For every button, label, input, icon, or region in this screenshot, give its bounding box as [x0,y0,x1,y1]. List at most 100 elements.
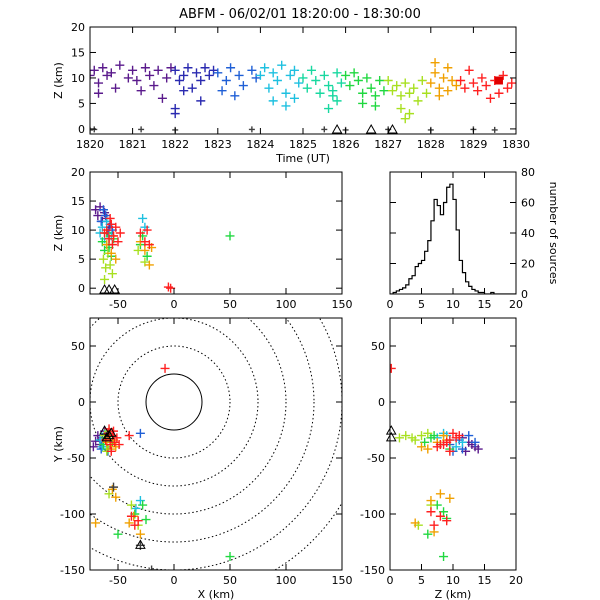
data-point [109,482,119,492]
station-marker [135,539,146,549]
data-point [107,269,117,279]
data-point [507,78,516,88]
data-point [138,213,148,223]
x-axis-label: Z (km) [435,588,472,600]
station-marker [103,283,115,294]
data-point [111,222,121,232]
data-point [136,86,146,96]
data-point [264,83,274,93]
data-point [107,240,117,250]
data-point [142,251,152,261]
data-point [196,76,206,85]
data-point [370,91,380,101]
data-point [400,114,410,124]
station-marker [103,429,115,440]
data-point [423,529,433,539]
data-point [332,96,342,106]
data-point [390,363,396,373]
data-point [396,104,406,114]
data-point [157,93,167,103]
y-tick-label: -150 [360,564,385,577]
data-point [311,76,321,85]
data-point [141,515,151,525]
y-tick-label: -150 [60,564,85,577]
data-point [442,437,452,447]
data-point [302,83,312,93]
data-point [443,86,453,96]
data-point [204,70,214,80]
y-tick-label: 50 [371,340,385,353]
data-point [90,65,99,75]
data-point [128,65,138,75]
data-point [124,431,134,441]
data-point [413,96,423,106]
data-point [417,431,426,441]
data-point [468,78,478,88]
data-point [332,68,342,78]
data-point [225,231,235,241]
x-tick-label: 0 [171,298,178,311]
data-point [217,86,227,96]
plot-frame [89,317,343,571]
plot-area [90,58,516,133]
data-point [434,83,444,93]
x-tick-label: 150 [332,574,353,587]
data-point [353,76,363,85]
data-point [105,260,115,270]
data-point [255,70,265,80]
data-point [498,70,508,80]
data-point [409,83,419,93]
data-point [138,126,145,133]
x-tick-label: 15 [478,574,492,587]
data-point [123,73,133,83]
data-point [163,282,173,292]
data-point [98,63,108,73]
data-point [124,518,134,528]
data-point [464,431,474,441]
data-point [132,76,142,85]
data-point [106,68,116,78]
data-point [430,58,440,68]
data-point [225,552,235,562]
data-point [324,81,334,91]
x-axis-label: Time (UT) [275,152,330,165]
data-point [430,68,440,78]
data-point [447,76,457,85]
y-tick-label: 10 [71,72,85,85]
data-point [183,63,193,73]
data-point [294,78,304,88]
data-point [277,60,287,70]
data-point [494,88,504,98]
data-point [200,63,210,73]
data-point [174,76,184,85]
data-point [187,83,197,93]
data-point [100,274,110,284]
data-point [422,88,432,98]
data-point [336,78,346,88]
data-point [494,76,503,85]
data-point [394,433,404,443]
data-point [358,98,368,108]
data-point [289,65,299,75]
data-point [457,437,467,447]
data-point [98,205,108,215]
data-point [135,228,145,238]
data-point [162,73,172,83]
plot-area [90,318,342,570]
data-point [126,511,136,521]
data-point [196,96,206,106]
data-point [179,70,189,80]
data-point [321,126,328,133]
data-point [443,63,453,73]
histogram-step [390,183,516,294]
data-point [135,496,145,506]
data-point [319,70,329,80]
y-tick-label: -100 [360,508,385,521]
x-tick-label: 1821 [119,138,147,151]
data-point [281,88,291,98]
y-tick-label: 20 [71,21,85,34]
plot-area [390,363,483,562]
data-point [491,126,498,133]
station-marker [365,123,377,134]
